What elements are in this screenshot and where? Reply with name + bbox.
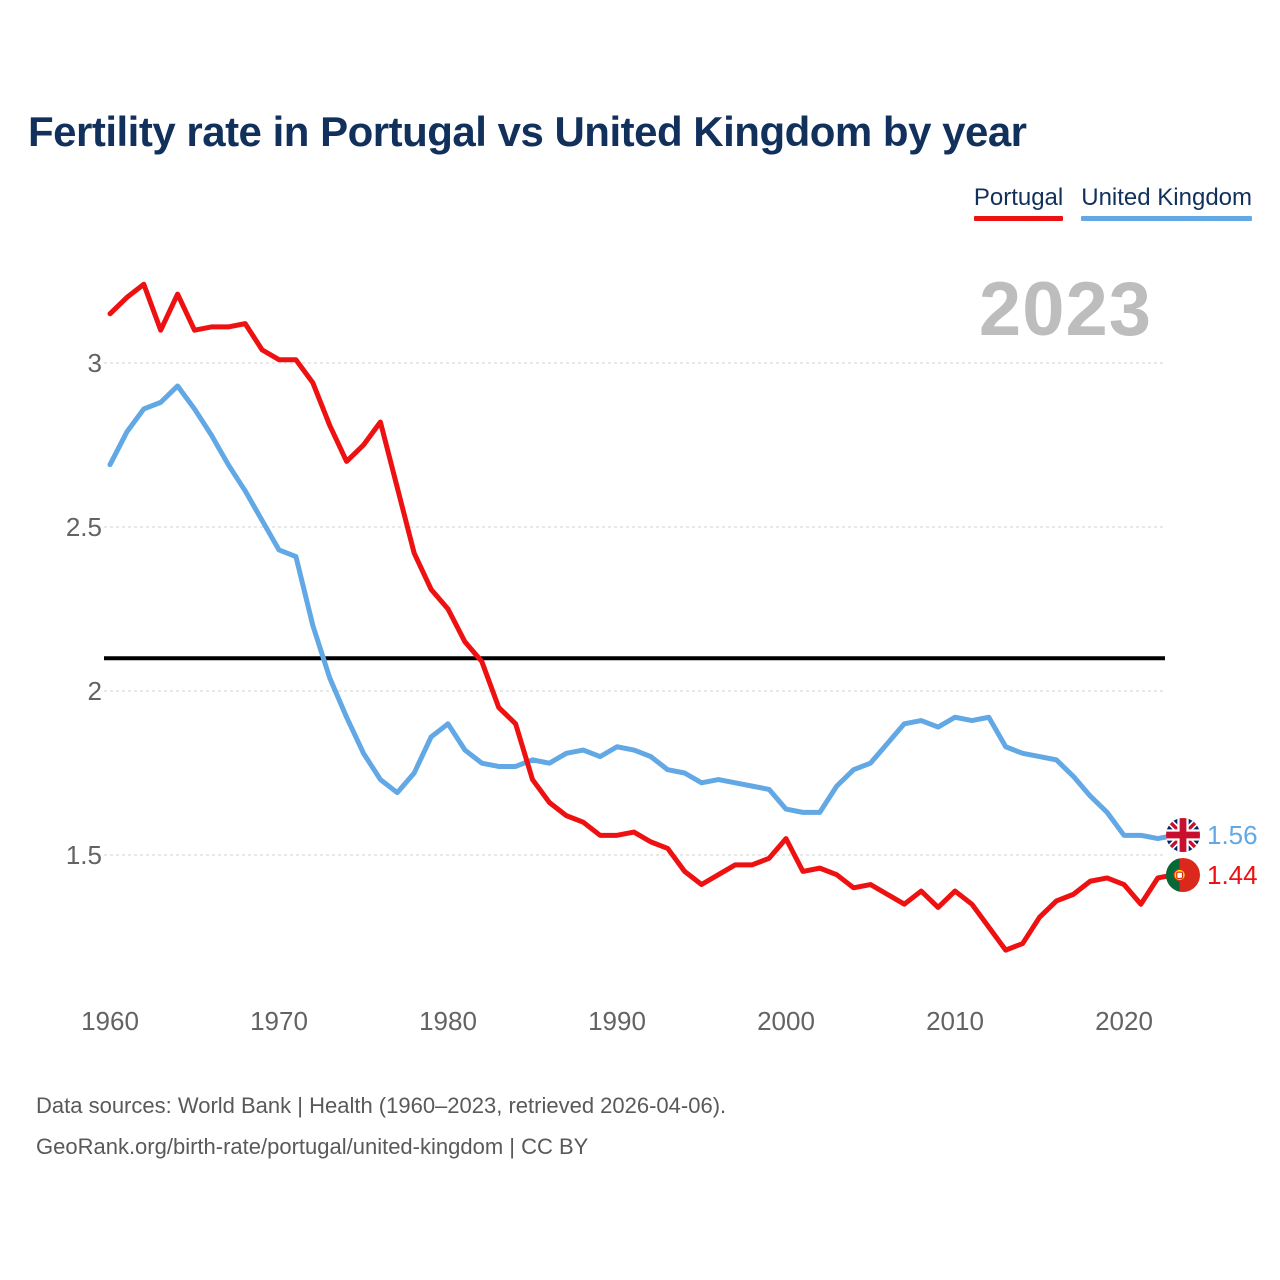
united-kingdom-flag-icon — [1166, 818, 1200, 853]
legend-swatch-portugal — [973, 216, 1064, 221]
x-axis-tick-label: 1990 — [588, 1006, 646, 1036]
united-kingdom-end-value: 1.56 — [1207, 820, 1258, 851]
legend-item-portugal[interactable]: Portugal — [973, 183, 1064, 221]
legend-label-united-kingdom: United Kingdom — [1081, 184, 1252, 211]
legend-label-portugal: Portugal — [973, 184, 1064, 211]
portugal-flag-icon — [1166, 857, 1200, 892]
gridlines — [104, 362, 1165, 856]
x-axis-tick-label: 2000 — [757, 1006, 815, 1036]
legend-item-united-kingdom[interactable]: United Kingdom — [1081, 183, 1252, 221]
footer-data-sources: Data sources: World Bank | Health (1960–… — [36, 1093, 727, 1118]
footer-attribution: GeoRank.org/birth-rate/portugal/united-k… — [36, 1134, 589, 1159]
y-axis-tick: 2.5 — [36, 514, 102, 540]
y-axis-tick: 3 — [36, 350, 102, 376]
x-axis-tick-label: 1970 — [250, 1006, 308, 1036]
y-axis-tick: 2 — [36, 678, 102, 704]
x-axis-tick-label: 2010 — [926, 1006, 984, 1036]
y-axis-tick: 1.5 — [36, 842, 102, 868]
x-axis-tick-label: 1980 — [419, 1006, 477, 1036]
y-axis-tick-label: 3 — [87, 348, 102, 378]
series-line-portugal — [107, 281, 1178, 953]
legend-swatch-united-kingdom — [1081, 216, 1252, 221]
x-axis-tick-label: 2020 — [1095, 1006, 1153, 1036]
page-title: Fertility rate in Portugal vs United Kin… — [28, 108, 1027, 155]
x-axis-tick-label: 1960 — [81, 1006, 139, 1036]
y-axis-tick-label: 1.5 — [65, 840, 102, 870]
portugal-end-value: 1.44 — [1207, 859, 1258, 890]
year-watermark: 2023 — [978, 267, 1152, 352]
series-line-united-kingdom — [107, 383, 1178, 842]
y-axis-tick-label: 2 — [87, 676, 102, 706]
legend: Portugal United Kingdom — [973, 183, 1252, 221]
footer: Data sources: World Bank | Health (1960–… — [36, 1085, 726, 1167]
y-axis-tick-label: 2.5 — [65, 512, 102, 542]
